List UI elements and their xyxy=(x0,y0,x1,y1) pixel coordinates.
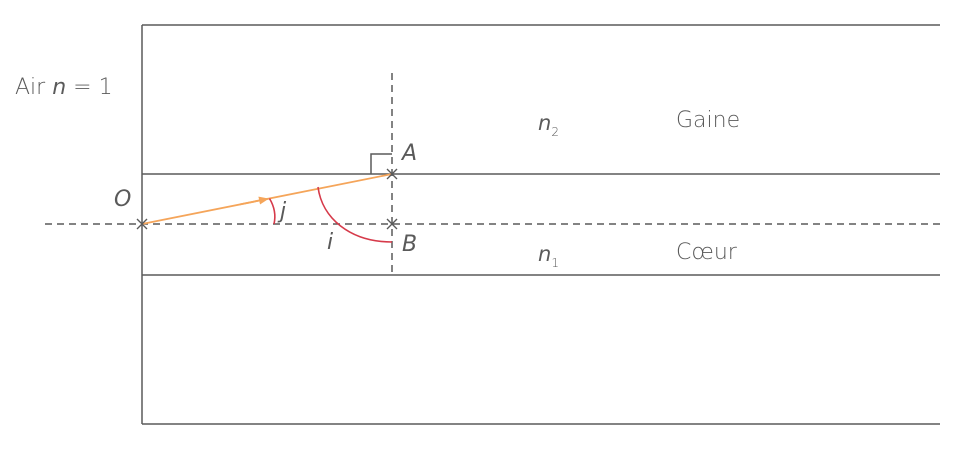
ray-direction-arrow xyxy=(239,196,269,206)
point-A-marker xyxy=(386,168,398,180)
point-O-marker xyxy=(136,218,148,230)
angle-i-label: i xyxy=(327,230,333,255)
air-label: Air n = 1 xyxy=(15,75,113,100)
angle-i-arc xyxy=(317,186,393,243)
point-O-label: O xyxy=(114,187,131,212)
angle-j-label: j xyxy=(277,199,287,224)
core-label: Cœur xyxy=(676,240,738,265)
n-core-label: n1 xyxy=(538,242,559,270)
cladding-label: Gaine xyxy=(676,108,740,133)
n-cladding-label: n2 xyxy=(538,111,559,139)
point-B-label: B xyxy=(402,232,417,257)
right-angle-marker xyxy=(370,153,392,174)
point-A-label: A xyxy=(400,141,417,166)
angle-j-arc xyxy=(268,198,276,225)
point-B-marker xyxy=(386,218,398,230)
